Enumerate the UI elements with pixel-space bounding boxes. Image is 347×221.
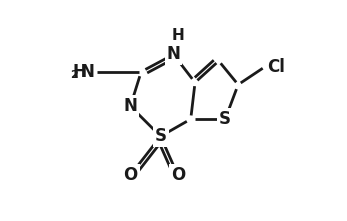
Text: N: N — [167, 46, 180, 63]
Text: H: H — [73, 63, 87, 81]
Text: O: O — [123, 166, 137, 184]
Text: H: H — [171, 28, 184, 43]
Text: S: S — [154, 127, 167, 145]
Text: 2: 2 — [70, 70, 77, 80]
Text: Cl: Cl — [267, 58, 285, 76]
Text: O: O — [171, 166, 185, 184]
Text: S: S — [219, 110, 231, 128]
Text: N: N — [81, 63, 94, 81]
Text: N: N — [124, 97, 137, 115]
